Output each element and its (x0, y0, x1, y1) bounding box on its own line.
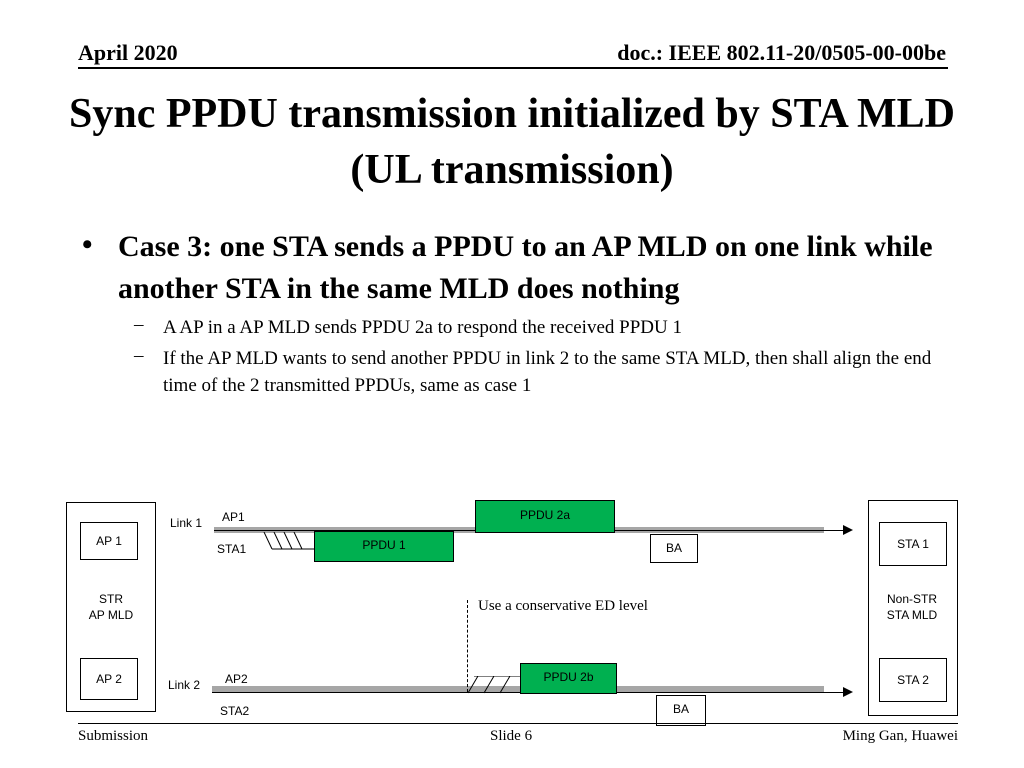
sta2-box: STA 2 (879, 658, 947, 702)
link2-timeline-bar (212, 686, 824, 692)
link1-backoff-hatch (263, 532, 314, 550)
link2-sta-label: STA2 (220, 704, 250, 718)
ap-mld-label-1: STR (99, 592, 123, 606)
footer-submission: Submission (78, 728, 149, 744)
sta-mld-label-2: STA MLD (886, 608, 938, 622)
bullet-main: Case 3: one STA sends a PPDU to an AP ML… (118, 230, 933, 305)
slide-title: Sync PPDU transmission initialized by ST… (69, 91, 955, 193)
link1-sta-label: STA1 (217, 542, 247, 556)
sub-bullet-1: A AP in a AP MLD sends PPDU 2a to respon… (163, 317, 682, 338)
footer-author: Ming Gan, Huawei (842, 728, 958, 744)
ed-threshold-dashed-line (467, 600, 468, 692)
link2-ba: BA (656, 695, 706, 726)
ed-note: Use a conservative ED level (478, 598, 648, 614)
header-doc-id: doc.: IEEE 802.11-20/0505-00-00be (617, 40, 946, 65)
footer-divider (78, 723, 958, 724)
sub-bullet-marker-1: – (134, 314, 144, 335)
sta-mld-label-1: Non-STR (886, 592, 937, 606)
link2-label: Link 2 (168, 678, 201, 692)
header-date: April 2020 (78, 40, 178, 65)
sta1-box: STA 1 (879, 522, 947, 566)
ap1-box: AP 1 (80, 522, 138, 560)
sub-bullet-2: If the AP MLD wants to send another PPDU… (163, 348, 932, 396)
bullet-marker: • (82, 228, 93, 261)
header-divider (78, 67, 948, 69)
link1-ppdu-sta: PPDU 1 (314, 531, 454, 562)
link1-ppdu-ap: PPDU 2a (475, 500, 615, 533)
link2-ppdu-ap: PPDU 2b (520, 663, 617, 694)
link1-label: Link 1 (170, 516, 203, 530)
link1-ap-label: AP1 (222, 510, 245, 524)
link2-arrowhead (843, 687, 853, 697)
sub-bullet-marker-2: – (134, 345, 144, 366)
link1-arrowhead (843, 525, 853, 535)
ap2-box: AP 2 (80, 658, 138, 700)
ap-mld-label-2: AP MLD (88, 608, 134, 622)
link2-backoff-hatch (467, 676, 520, 694)
link1-ba: BA (650, 534, 698, 563)
link2-ap-label: AP2 (225, 672, 248, 686)
footer-slide-number: Slide 6 (490, 728, 533, 744)
